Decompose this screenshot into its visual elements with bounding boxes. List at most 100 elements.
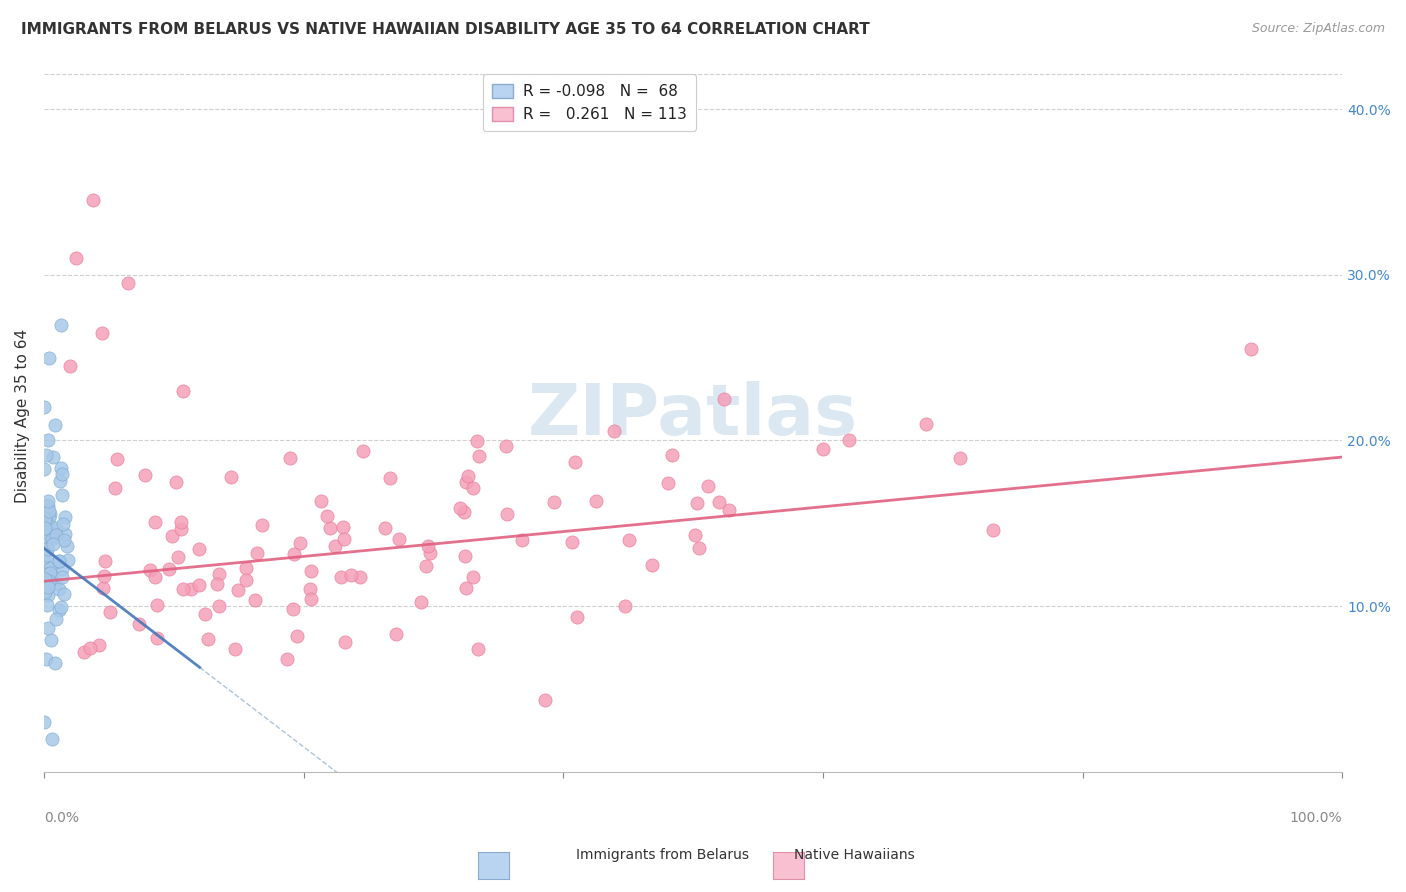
Point: [45, 521, 67, 535]
Point: [384, 626, 406, 640]
Point: [208, 567, 231, 582]
Point: [697, 478, 720, 492]
Point: [117, 276, 139, 290]
Point: [316, 509, 339, 524]
Point: [409, 595, 432, 609]
Point: [278, 450, 301, 465]
Point: [197, 632, 219, 646]
Point: [299, 564, 322, 578]
Point: [37, 580, 59, 594]
Point: [811, 442, 834, 456]
Point: [561, 534, 583, 549]
Point: [38, 511, 60, 525]
Point: [143, 515, 166, 529]
Point: [641, 558, 664, 573]
Point: [45, 612, 67, 626]
Point: [39, 633, 62, 648]
Point: [235, 560, 257, 574]
Point: [246, 546, 269, 560]
Point: [299, 592, 322, 607]
Point: [134, 467, 156, 482]
Point: [465, 434, 488, 449]
Point: [32, 714, 55, 729]
Text: IMMIGRANTS FROM BELARUS VS NATIVE HAWAIIAN DISABILITY AGE 35 TO 64 CORRELATION C: IMMIGRANTS FROM BELARUS VS NATIVE HAWAII…: [21, 22, 870, 37]
Point: [657, 476, 679, 491]
Point: [603, 424, 626, 438]
Point: [298, 582, 321, 596]
Point: [661, 448, 683, 462]
Point: [34, 585, 56, 599]
Point: [565, 609, 588, 624]
Point: [332, 519, 354, 533]
Point: [288, 536, 311, 550]
Point: [188, 542, 211, 557]
Point: [34, 510, 56, 524]
Point: [208, 599, 231, 613]
Point: [949, 451, 972, 466]
Point: [160, 528, 183, 542]
Point: [157, 562, 180, 576]
Point: [48, 603, 70, 617]
Point: [59, 359, 82, 373]
Point: [188, 577, 211, 591]
Point: [32, 462, 55, 476]
Point: [35, 566, 58, 581]
Point: [37, 493, 59, 508]
Point: [41, 450, 63, 464]
Point: [311, 494, 333, 508]
Point: [128, 616, 150, 631]
Point: [145, 631, 167, 645]
Point: [614, 599, 637, 613]
Point: [35, 448, 58, 462]
Point: [838, 434, 860, 448]
Point: [683, 528, 706, 542]
Point: [44, 576, 66, 591]
Point: [416, 539, 439, 553]
Point: [235, 574, 257, 588]
Point: [48, 582, 70, 597]
Point: [79, 641, 101, 656]
Point: [172, 582, 194, 596]
Point: [56, 552, 79, 566]
Point: [52, 587, 75, 601]
Point: [98, 605, 121, 619]
Point: [332, 533, 354, 547]
Point: [283, 547, 305, 561]
Point: [688, 541, 710, 556]
Point: [170, 515, 193, 529]
Point: [65, 252, 87, 266]
Point: [453, 505, 475, 519]
Point: [72, 645, 94, 659]
Point: [91, 581, 114, 595]
Point: [91, 326, 114, 340]
Point: [564, 455, 586, 469]
Point: [1240, 343, 1263, 357]
Point: [981, 524, 1004, 538]
Point: [51, 467, 73, 481]
Point: [48, 554, 70, 568]
Point: [352, 444, 374, 458]
Point: [104, 481, 127, 495]
Point: [686, 496, 709, 510]
Point: [717, 502, 740, 516]
Point: [51, 562, 73, 576]
Point: [48, 554, 70, 568]
Point: [467, 450, 489, 464]
Point: [374, 521, 396, 535]
Point: [276, 652, 298, 666]
Point: [495, 439, 517, 453]
Point: [180, 582, 202, 596]
Point: [456, 581, 478, 595]
Point: [915, 417, 938, 432]
Point: [53, 526, 76, 541]
Point: [35, 548, 58, 562]
Point: [543, 494, 565, 508]
Point: [139, 563, 162, 577]
Point: [94, 554, 117, 568]
Point: [713, 392, 735, 406]
Point: [37, 434, 59, 448]
Point: [454, 549, 477, 563]
Point: [38, 527, 60, 541]
Point: [226, 583, 249, 598]
Point: [205, 577, 228, 591]
